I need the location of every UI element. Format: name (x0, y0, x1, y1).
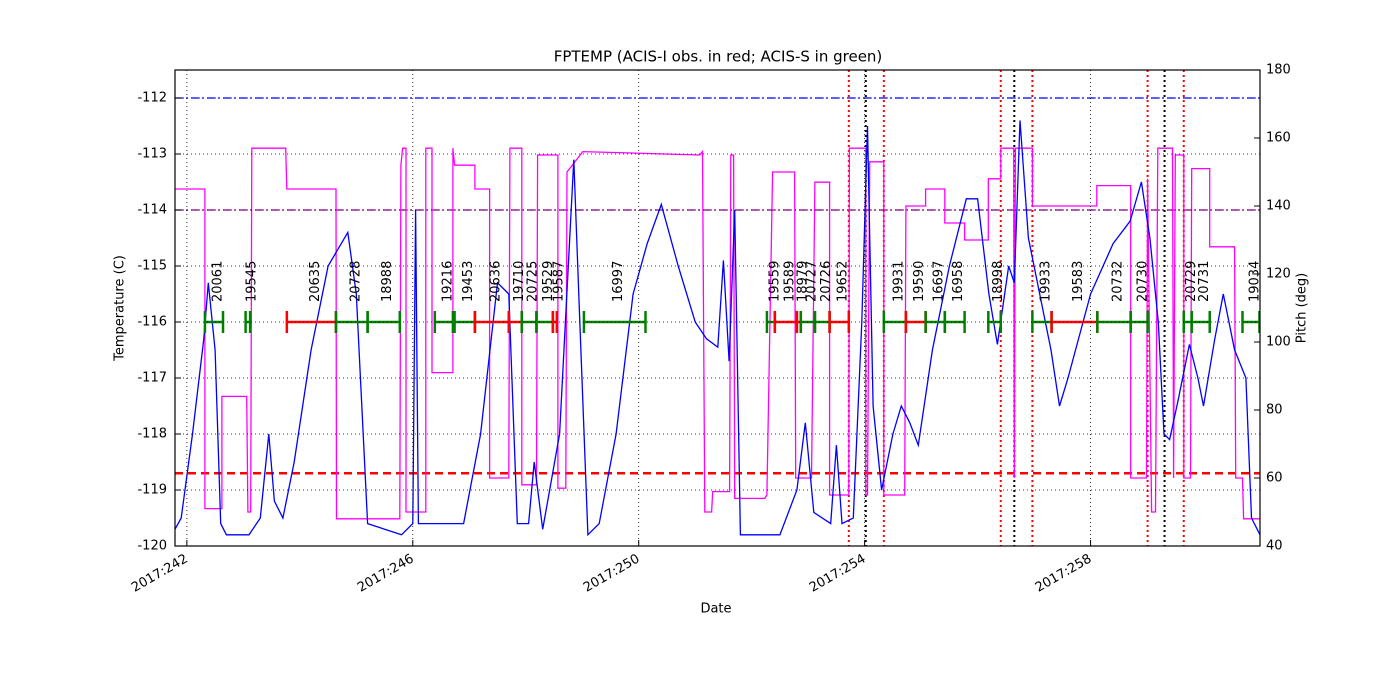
y2-tick-label: 80 (1266, 403, 1283, 418)
observation-label: 19589 (782, 261, 797, 302)
observation-label: 20729 (1184, 261, 1199, 302)
y-axis-label: Temperature (C) (113, 255, 128, 362)
observation-label: 19453 (461, 261, 476, 302)
observation-label: 19216 (440, 261, 455, 302)
observation-label: 19590 (912, 261, 927, 302)
observation-label: 19034 (1247, 261, 1262, 302)
y2-tick-label: 40 (1266, 539, 1283, 554)
observation-label: 16958 (951, 261, 966, 302)
observation-label: 20728 (348, 261, 363, 302)
observation-label: 20725 (526, 261, 541, 302)
observation-label: 20730 (1136, 261, 1151, 302)
y-tick-label: -112 (137, 91, 167, 106)
y2-tick-label: 120 (1266, 267, 1291, 282)
y-tick-label: -116 (137, 315, 167, 330)
y-tick-label: -120 (137, 539, 167, 554)
observation-label: 20061 (210, 261, 225, 302)
observation-label: 19583 (1071, 261, 1086, 302)
observation-label: 19710 (512, 261, 527, 302)
y-tick-label: -113 (137, 147, 167, 162)
observation-label: 20731 (1197, 261, 1212, 302)
y2-tick-label: 100 (1266, 335, 1291, 350)
y2-axis-label: Pitch (deg) (1295, 273, 1310, 343)
observation-label: 19545 (244, 261, 259, 302)
observation-label: 18979 (795, 261, 810, 302)
y2-tick-label: 140 (1266, 199, 1291, 214)
y2-tick-label: 160 (1266, 131, 1291, 146)
observation-label: 18998 (991, 261, 1006, 302)
observation-label: 19933 (1038, 261, 1053, 302)
chart-title: FPTEMP (ACIS-I obs. in red; ACIS-S in gr… (554, 48, 883, 66)
observation-label: 19529 (541, 261, 556, 302)
y-tick-label: -117 (137, 371, 167, 386)
observation-label: 19559 (767, 261, 782, 302)
x-axis-label: Date (700, 602, 731, 617)
observation-label: 20732 (1110, 261, 1125, 302)
y2-tick-label: 180 (1266, 63, 1291, 78)
y2-tick-label: 60 (1266, 471, 1283, 486)
y-tick-label: -115 (137, 259, 167, 274)
observation-label: 18988 (380, 261, 395, 302)
y-tick-label: -119 (137, 483, 167, 498)
observation-label: 19587 (551, 261, 566, 302)
observation-label: 20635 (308, 261, 323, 302)
observation-label: 19652 (836, 261, 851, 302)
observation-label: 20636 (488, 261, 503, 302)
y-tick-label: -114 (137, 203, 167, 218)
observation-label: 16697 (932, 261, 947, 302)
series-line (175, 120, 1260, 537)
observation-label: 20727 (804, 261, 819, 302)
plot-frame (174, 69, 1261, 547)
observation-label: 20726 (819, 261, 834, 302)
y-tick-label: -118 (137, 427, 167, 442)
observation-label: 16997 (611, 261, 626, 302)
observation-label: 19931 (891, 261, 906, 302)
